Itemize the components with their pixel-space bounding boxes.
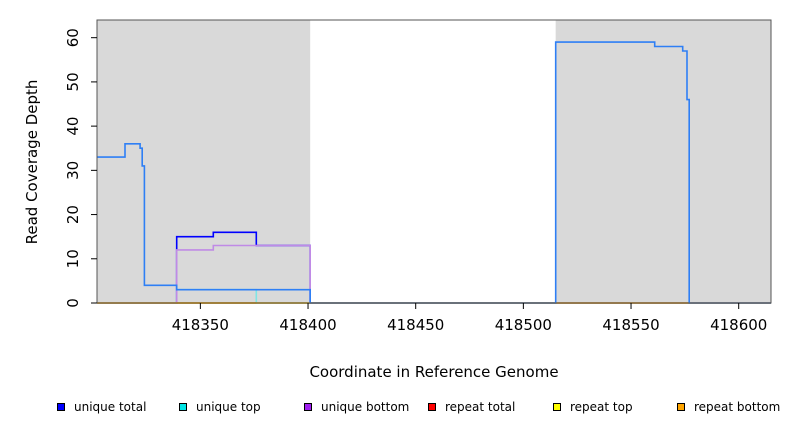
legend-swatch bbox=[677, 403, 685, 411]
y-tick-label: 30 bbox=[64, 161, 82, 180]
legend-swatch bbox=[304, 403, 312, 411]
legend-label: unique total bbox=[74, 400, 147, 414]
x-tick-label: 418550 bbox=[602, 316, 659, 334]
legend-swatch bbox=[553, 403, 561, 411]
x-axis-label: Coordinate in Reference Genome bbox=[309, 363, 558, 381]
y-axis: 0 10 20 30 40 50 60 bbox=[64, 28, 97, 308]
legend-label: repeat top bbox=[570, 400, 633, 414]
y-tick-label: 50 bbox=[64, 72, 82, 91]
legend-item: repeat total bbox=[428, 400, 515, 414]
legend-label: repeat total bbox=[445, 400, 516, 414]
shaded-regions bbox=[97, 20, 771, 303]
x-tick-label: 418400 bbox=[279, 316, 336, 334]
series-line bbox=[97, 41, 771, 304]
coverage-chart: 418350 418400 418450 418500 418550 418600 0 10… bbox=[23, 19, 772, 381]
x-tick-label: 418600 bbox=[710, 316, 767, 334]
legend-item: repeat bottom bbox=[677, 400, 780, 414]
x-tick-label: 418350 bbox=[172, 316, 229, 334]
legend-item: unique top bbox=[179, 400, 261, 414]
y-tick-label: 0 bbox=[64, 298, 82, 308]
legend-swatch bbox=[428, 403, 436, 411]
plot-frame bbox=[96, 19, 772, 304]
legend-label: unique bottom bbox=[321, 400, 410, 414]
legend-label: repeat bottom bbox=[694, 400, 781, 414]
y-tick-label: 10 bbox=[64, 249, 82, 268]
shaded-region bbox=[555, 20, 771, 303]
x-tick-label: 418450 bbox=[387, 316, 444, 334]
legend-item: repeat top bbox=[553, 400, 633, 414]
legend: unique total unique top unique bottom repea… bbox=[0, 400, 792, 420]
x-tick-label: 418500 bbox=[495, 316, 552, 334]
y-tick-label: 40 bbox=[64, 117, 82, 136]
legend-label: unique top bbox=[196, 400, 261, 414]
y-axis-label: Read Coverage Depth bbox=[23, 80, 41, 245]
legend-item: unique bottom bbox=[304, 400, 409, 414]
y-tick-label: 20 bbox=[64, 205, 82, 224]
shaded-region bbox=[97, 20, 311, 303]
x-axis: 418350 418400 418450 418500 418550 418600 bbox=[172, 303, 767, 334]
legend-item: unique total bbox=[57, 400, 146, 414]
y-tick-label: 60 bbox=[64, 28, 82, 47]
legend-swatch bbox=[179, 403, 187, 411]
legend-swatch bbox=[57, 403, 65, 411]
